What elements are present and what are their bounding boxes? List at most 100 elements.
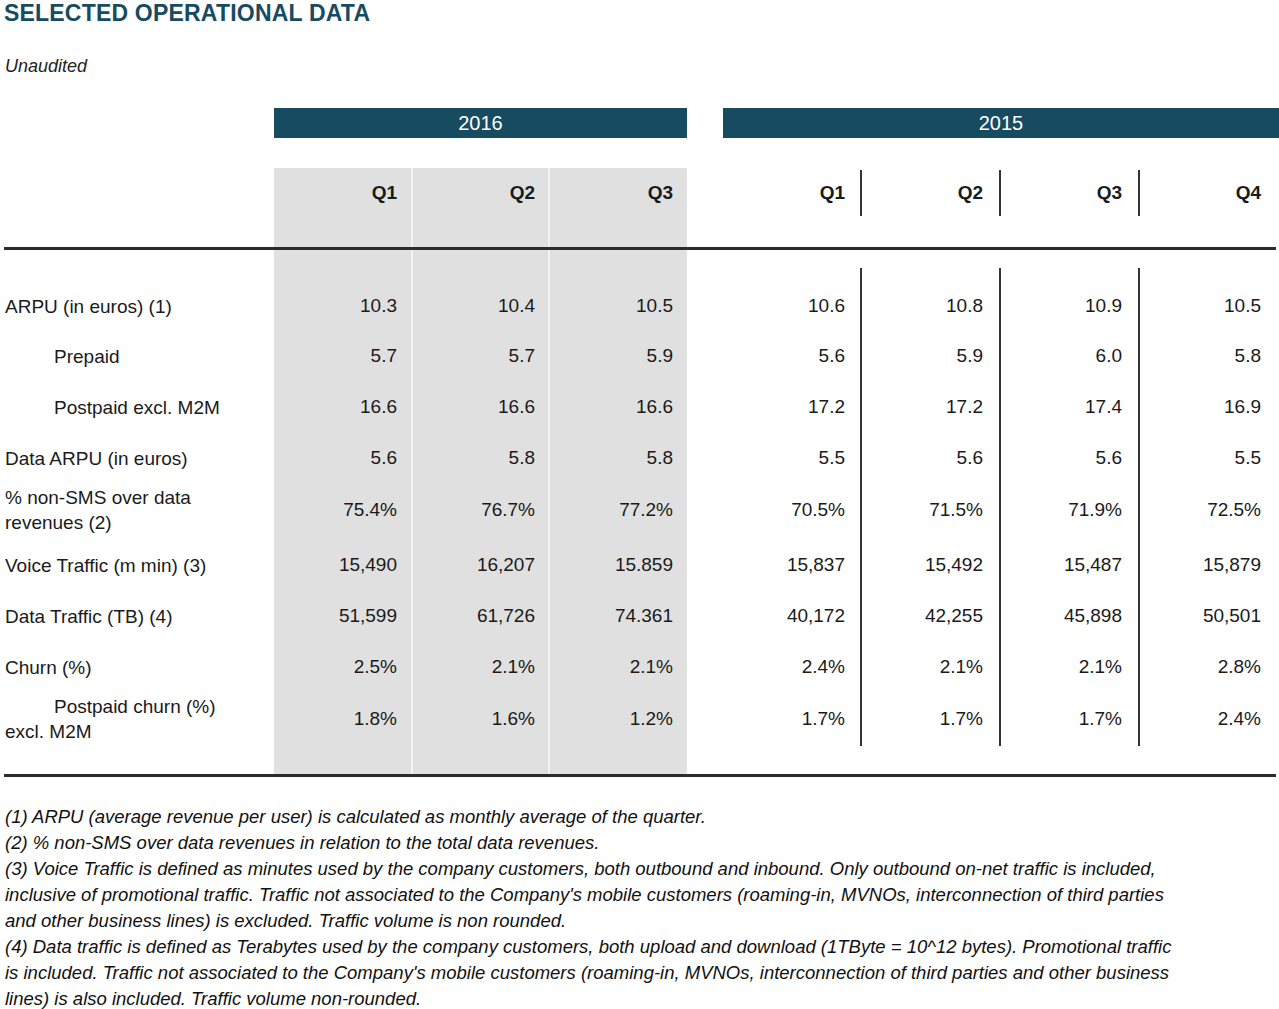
quarter-header: Q2	[412, 182, 535, 204]
row-label: Data ARPU (in euros)	[5, 445, 235, 470]
value-cell: 1.7%	[723, 708, 845, 730]
value-cell: 51,599	[280, 605, 397, 627]
value-cell: 5.8	[412, 447, 535, 469]
value-cell: 17.2	[866, 396, 983, 418]
year-header-2016: 2016	[274, 108, 687, 138]
year-header-2015: 2015	[723, 108, 1279, 138]
value-cell: 50,501	[1144, 605, 1261, 627]
row-label: Data Traffic (TB) (4)	[5, 603, 235, 628]
value-cell: 5.8	[549, 447, 673, 469]
footnotes-block: (1) ARPU (average revenue per user) is c…	[5, 804, 1177, 1009]
table-row: Data ARPU (in euros) 5.6 5.8 5.8 5.5 5.6…	[0, 432, 1279, 483]
value-cell: 45,898	[1005, 605, 1122, 627]
footnote: (2) % non-SMS over data revenues in rela…	[5, 830, 1177, 856]
value-cell: 15,492	[866, 554, 983, 576]
quarter-header: Q3	[549, 182, 673, 204]
value-cell: 5.8	[1144, 345, 1261, 367]
value-cell: 5.7	[412, 345, 535, 367]
value-cell: 15.859	[549, 554, 673, 576]
value-cell: 2.8%	[1144, 656, 1261, 678]
value-cell: 6.0	[1005, 345, 1122, 367]
row-label: Postpaid excl. M2M	[5, 394, 235, 419]
value-cell: 16,207	[412, 554, 535, 576]
value-cell: 10.5	[549, 295, 673, 317]
value-cell: 16.6	[549, 396, 673, 418]
value-cell: 10.3	[280, 295, 397, 317]
row-label: % non-SMS over data revenues (2)	[5, 485, 235, 535]
row-label: ARPU (in euros) (1)	[5, 293, 235, 318]
quarter-header: Q4	[1144, 182, 1261, 204]
value-cell: 10.6	[723, 295, 845, 317]
value-cell: 2.1%	[1005, 656, 1122, 678]
value-cell: 71.9%	[1005, 499, 1122, 521]
value-cell: 5.9	[549, 345, 673, 367]
value-cell: 1.6%	[412, 708, 535, 730]
value-cell: 76.7%	[412, 499, 535, 521]
table-top-rule	[4, 247, 1276, 250]
row-label: Prepaid	[5, 343, 235, 368]
value-cell: 10.9	[1005, 295, 1122, 317]
value-cell: 42,255	[866, 605, 983, 627]
value-cell: 15,879	[1144, 554, 1261, 576]
value-cell: 2.4%	[1144, 708, 1261, 730]
value-cell: 40,172	[723, 605, 845, 627]
quarter-header: Q1	[723, 182, 845, 204]
value-cell: 5.7	[280, 345, 397, 367]
table-row: Prepaid 5.7 5.7 5.9 5.6 5.9 6.0 5.8	[0, 330, 1279, 381]
table-row: Postpaid excl. M2M 16.6 16.6 16.6 17.2 1…	[0, 381, 1279, 432]
value-cell: 16.6	[412, 396, 535, 418]
value-cell: 2.4%	[723, 656, 845, 678]
value-cell: 5.5	[1144, 447, 1261, 469]
value-cell: 72.5%	[1144, 499, 1261, 521]
value-cell: 2.1%	[866, 656, 983, 678]
quarter-header: Q1	[280, 182, 397, 204]
value-cell: 16.9	[1144, 396, 1261, 418]
value-cell: 5.5	[723, 447, 845, 469]
row-label: Postpaid churn (%) excl. M2M	[5, 694, 235, 744]
unaudited-note: Unaudited	[5, 56, 87, 77]
row-label: Churn (%)	[5, 654, 235, 679]
table-row: % non-SMS over data revenues (2) 75.4% 7…	[0, 480, 1279, 540]
column-divider	[999, 170, 1001, 216]
value-cell: 5.6	[723, 345, 845, 367]
value-cell: 5.9	[866, 345, 983, 367]
value-cell: 15,837	[723, 554, 845, 576]
value-cell: 10.4	[412, 295, 535, 317]
value-cell: 1.7%	[866, 708, 983, 730]
value-cell: 5.6	[866, 447, 983, 469]
value-cell: 75.4%	[280, 499, 397, 521]
value-cell: 2.5%	[280, 656, 397, 678]
report-page: SELECTED OPERATIONAL DATA Unaudited 2016…	[0, 0, 1279, 1009]
value-cell: 16.6	[280, 396, 397, 418]
value-cell: 1.2%	[549, 708, 673, 730]
value-cell: 10.5	[1144, 295, 1261, 317]
value-cell: 61,726	[412, 605, 535, 627]
footnote: (3) Voice Traffic is defined as minutes …	[5, 856, 1177, 934]
value-cell: 74.361	[549, 605, 673, 627]
value-cell: 2.1%	[412, 656, 535, 678]
table-row: Churn (%) 2.5% 2.1% 2.1% 2.4% 2.1% 2.1% …	[0, 641, 1279, 692]
table-bottom-rule	[4, 774, 1276, 777]
value-cell: 77.2%	[549, 499, 673, 521]
column-divider	[1138, 170, 1140, 216]
value-cell: 1.8%	[280, 708, 397, 730]
quarter-header: Q3	[1005, 182, 1122, 204]
quarter-header-row: Q1 Q2 Q3 Q1 Q2 Q3 Q4	[0, 170, 1279, 216]
footnote: (4) Data traffic is defined as Terabytes…	[5, 934, 1177, 1009]
value-cell: 17.4	[1005, 396, 1122, 418]
table-row: Data Traffic (TB) (4) 51,599 61,726 74.3…	[0, 590, 1279, 641]
value-cell: 70.5%	[723, 499, 845, 521]
table-row: Postpaid churn (%) excl. M2M 1.8% 1.6% 1…	[0, 689, 1279, 749]
table-row: Voice Traffic (m min) (3) 15,490 16,207 …	[0, 539, 1279, 590]
value-cell: 10.8	[866, 295, 983, 317]
table-row: ARPU (in euros) (1) 10.3 10.4 10.5 10.6 …	[0, 280, 1279, 331]
quarter-header: Q2	[866, 182, 983, 204]
footnote: (1) ARPU (average revenue per user) is c…	[5, 804, 1177, 830]
value-cell: 5.6	[280, 447, 397, 469]
row-label: Voice Traffic (m min) (3)	[5, 552, 235, 577]
value-cell: 15,490	[280, 554, 397, 576]
column-divider	[860, 170, 862, 216]
value-cell: 5.6	[1005, 447, 1122, 469]
value-cell: 2.1%	[549, 656, 673, 678]
value-cell: 71.5%	[866, 499, 983, 521]
